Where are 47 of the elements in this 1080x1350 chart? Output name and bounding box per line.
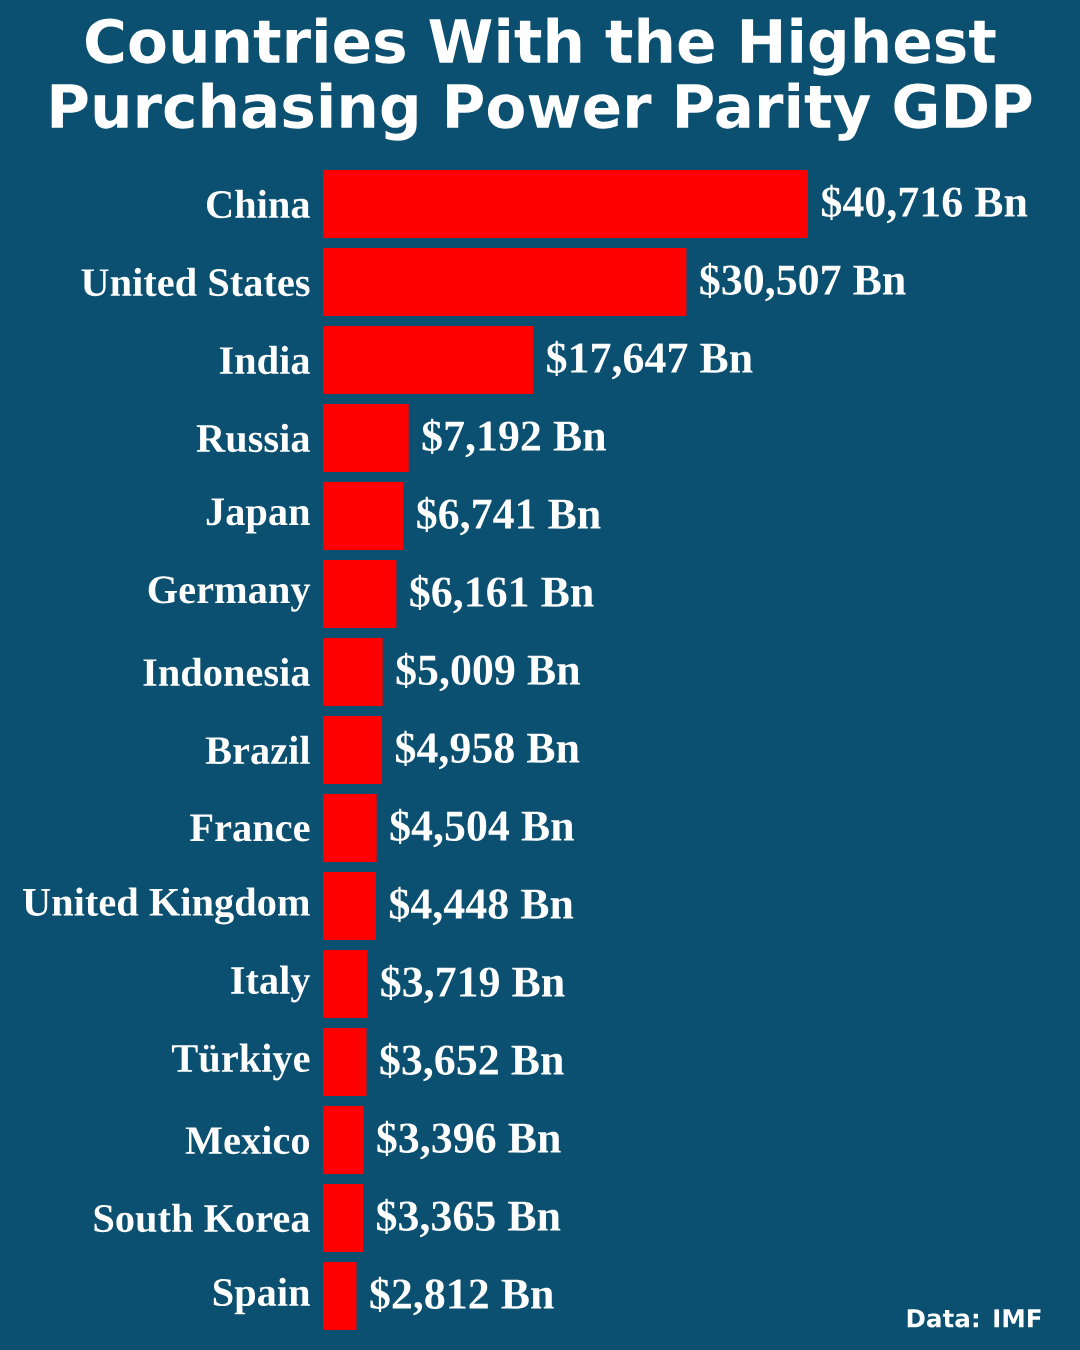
data-label: $17,647 Bn	[547, 340, 753, 380]
data-label: $30,507 Bn	[700, 262, 906, 302]
bar	[323, 1184, 364, 1253]
y-tick-label: China	[206, 189, 310, 219]
data-label: $3,365 Bn	[377, 1198, 561, 1238]
data-label: $40,716 Bn	[821, 184, 1028, 224]
chart-title: Countries With the Highest Purchasing Power Parity GDP	[51, 17, 1032, 141]
y-tick-label: United Kingdom	[22, 887, 310, 925]
y-tick-label: Germany	[148, 576, 311, 612]
y-tick-label: Italy	[231, 965, 311, 1003]
bar	[323, 560, 397, 629]
data-label: $7,192 Bn	[422, 418, 606, 458]
y-tick-label: India	[219, 345, 310, 375]
y-tick-label: Brazil	[205, 735, 310, 765]
data-label: $3,719 Bn	[381, 964, 565, 1004]
bar	[323, 1106, 364, 1175]
bar	[323, 872, 376, 941]
data-label: $3,396 Bn	[377, 1120, 561, 1160]
y-tick-label: Russia	[196, 423, 310, 453]
y-tick-label: Japan	[206, 498, 310, 534]
data-label: $3,652 Bn	[380, 1042, 564, 1082]
data-label: $4,958 Bn	[396, 730, 580, 770]
bar	[323, 326, 534, 395]
data-label: $2,812 Bn	[370, 1276, 554, 1316]
bar	[323, 794, 377, 863]
bar	[323, 1262, 357, 1331]
bar	[323, 170, 809, 239]
y-tick-label: South Korea	[94, 1203, 310, 1233]
y-tick-label: France	[190, 814, 310, 842]
y-tick-label: United States	[81, 267, 310, 297]
data-label: $6,161 Bn	[410, 574, 594, 614]
bar	[323, 716, 383, 785]
y-tick-label: Spain	[213, 1277, 310, 1315]
bar	[323, 404, 409, 473]
y-tick-label: Mexico	[185, 1125, 310, 1155]
text: Data: IMF	[907, 1309, 1041, 1328]
data-label: $4,504 Bn	[390, 808, 574, 848]
bar	[323, 1028, 367, 1097]
y-tick-label: Türkiye	[171, 1043, 310, 1081]
bar	[323, 482, 404, 551]
bar	[323, 248, 687, 317]
y-tick-label: Indonesia	[143, 657, 310, 687]
data-label: $5,009 Bn	[396, 652, 580, 692]
bar	[323, 950, 368, 1019]
bar	[323, 638, 383, 707]
data-label: $6,741 Bn	[417, 496, 601, 536]
data-label: $4,448 Bn	[389, 886, 574, 926]
